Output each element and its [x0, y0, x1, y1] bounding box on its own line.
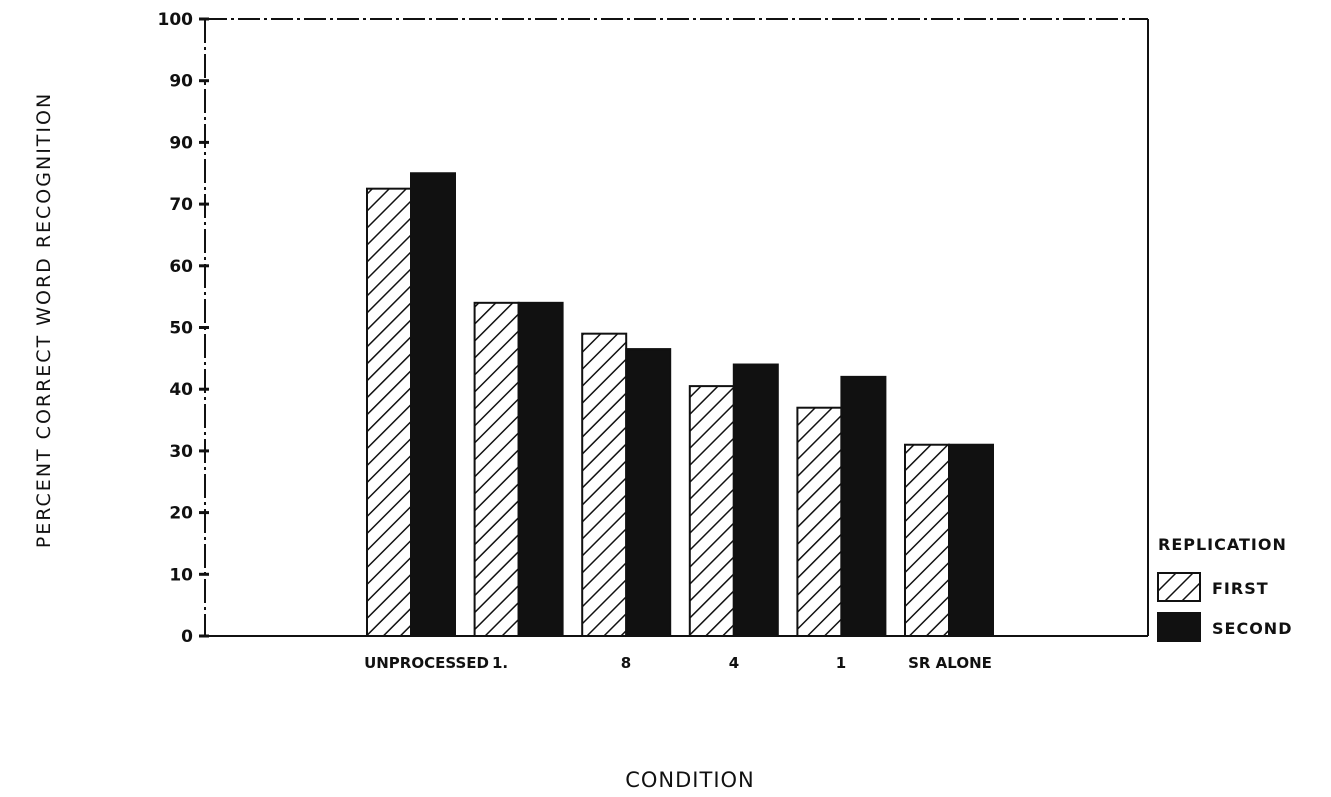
- legend-swatch-second: [1157, 612, 1201, 642]
- x-tick-label: 4: [729, 654, 739, 672]
- y-tick-label: 50: [169, 319, 193, 339]
- x-tick-label: UNPROCESSED: [364, 654, 489, 672]
- x-tick-label: 1.: [492, 654, 508, 672]
- bar-second-2: [517, 301, 564, 637]
- bar-second-4: [732, 363, 779, 637]
- x-tick-label: 1: [836, 654, 846, 672]
- y-tick-label: 40: [169, 380, 193, 400]
- y-tick-label: 60: [169, 257, 193, 277]
- bar-first-5: [796, 406, 843, 637]
- legend-swatch-first: [1157, 572, 1201, 602]
- x-tick-label: SR ALONE: [908, 654, 992, 672]
- y-tick-label: 70: [169, 195, 193, 215]
- bars: [366, 172, 994, 638]
- x-tick-label: 8: [621, 654, 631, 672]
- x-axis-label: CONDITION: [625, 768, 755, 792]
- bar-first-3: [581, 332, 628, 637]
- bar-second-5: [840, 375, 887, 637]
- legend-title: REPLICATION: [1158, 535, 1287, 554]
- bar-second-3: [625, 348, 672, 637]
- legend-label-first: FIRST: [1212, 579, 1269, 598]
- y-tick-label: 30: [169, 442, 193, 462]
- y-axis: 0 10 20 30 40 50 60 70 90 90 100: [158, 10, 209, 647]
- bar-first-2: [473, 301, 520, 637]
- y-tick-label: 20: [169, 504, 193, 524]
- legend-label-second: SECOND: [1212, 619, 1292, 638]
- bar-second-6: [948, 443, 994, 638]
- bar-first-1: [366, 187, 412, 638]
- y-tick-label: 90: [169, 133, 193, 153]
- bar-first-6: [904, 443, 950, 638]
- y-tick-label: 0: [181, 627, 193, 647]
- plot-frame: [204, 18, 1149, 637]
- y-axis-label: PERCENT CORRECT WORD RECOGNITION: [33, 92, 55, 548]
- y-tick-label: 100: [158, 10, 194, 30]
- x-axis: UNPROCESSED 1. 8 4 1 SR ALONE: [364, 654, 992, 672]
- y-tick-label: 90: [169, 72, 193, 92]
- legend: REPLICATION FIRST SECOND: [1157, 535, 1292, 642]
- bar-second-1: [410, 172, 456, 637]
- bar-first-4: [688, 385, 735, 637]
- y-tick-label: 10: [169, 565, 193, 585]
